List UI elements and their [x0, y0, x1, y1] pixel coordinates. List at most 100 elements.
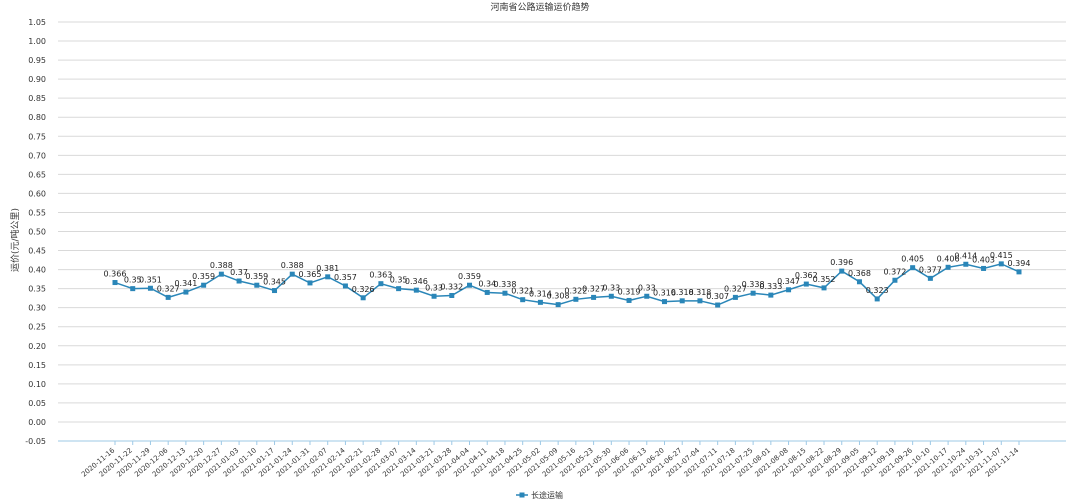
- data-point: [325, 274, 331, 280]
- data-label: 0.403: [972, 255, 995, 264]
- data-point: [821, 285, 827, 291]
- data-label: 0.327: [157, 284, 180, 293]
- data-label: 0.359: [458, 272, 481, 281]
- legend: 长途运输: [516, 490, 563, 500]
- data-label: 0.318: [688, 288, 711, 297]
- data-point: [661, 299, 667, 305]
- data-label: 0.388: [210, 261, 233, 270]
- x-axis-ticks: 2020-11-162020-11-222020-11-292020-12-06…: [80, 441, 1021, 479]
- data-point: [591, 294, 597, 300]
- data-label: 0.35: [390, 276, 408, 285]
- gridlines: [58, 21, 1066, 423]
- data-point: [484, 289, 490, 295]
- data-point: [289, 271, 295, 277]
- data-label: 0.323: [866, 286, 889, 295]
- data-labels: 0.3660.350.3510.3270.3410.3590.3880.370.…: [104, 251, 1031, 301]
- data-label: 0.327: [724, 284, 747, 293]
- y-tick-label: 0.80: [28, 113, 46, 122]
- y-tick-label: 0.50: [28, 228, 46, 237]
- data-label: 0.307: [706, 292, 729, 301]
- data-point: [981, 265, 987, 271]
- data-label: 0.345: [263, 278, 286, 287]
- data-point: [342, 283, 348, 289]
- data-point: [750, 290, 756, 296]
- data-label: 0.377: [919, 265, 942, 274]
- data-point: [236, 278, 242, 284]
- data-label: 0.357: [334, 273, 357, 282]
- data-label: 0.366: [104, 270, 127, 279]
- data-label: 0.359: [245, 272, 268, 281]
- data-point: [254, 282, 260, 288]
- data-point: [945, 264, 951, 270]
- data-label: 0.37: [230, 268, 248, 277]
- data-point: [467, 282, 473, 288]
- data-label: 0.33: [602, 283, 620, 292]
- data-label: 0.359: [192, 272, 215, 281]
- data-label: 0.346: [405, 277, 428, 286]
- data-label: 0.338: [494, 280, 517, 289]
- data-point: [998, 261, 1004, 267]
- data-label: 0.396: [830, 258, 853, 267]
- y-tick-label: 0.30: [28, 304, 46, 313]
- data-label: 0.388: [281, 261, 304, 270]
- data-label: 0.318: [671, 288, 694, 297]
- data-point: [396, 286, 402, 292]
- data-point: [892, 277, 898, 283]
- data-label: 0.352: [813, 275, 836, 284]
- data-label: 0.415: [990, 251, 1013, 260]
- legend-label: 长途运输: [531, 490, 563, 500]
- data-point: [910, 265, 916, 271]
- y-tick-label: -0.05: [25, 437, 46, 446]
- y-tick-label: 0.95: [28, 56, 46, 65]
- y-tick-label: 0.25: [28, 323, 46, 332]
- data-point: [413, 287, 419, 293]
- data-label: 0.319: [618, 287, 641, 296]
- data-point: [431, 293, 437, 299]
- y-tick-label: 0.40: [28, 266, 46, 275]
- y-tick-label: 0.55: [28, 208, 46, 217]
- chart-title: 河南省公路运输运价趋势: [490, 1, 589, 13]
- data-point: [201, 282, 207, 288]
- data-point: [378, 281, 384, 287]
- y-tick-label: 0.75: [28, 132, 46, 141]
- data-label: 0.326: [352, 285, 375, 294]
- data-label: 0.362: [795, 271, 818, 280]
- data-label: 0.405: [901, 255, 924, 264]
- y-tick-label: 1.00: [28, 37, 46, 46]
- data-label: 0.327: [582, 284, 605, 293]
- data-point: [856, 279, 862, 285]
- data-point: [1016, 269, 1022, 275]
- y-tick-label: 0.45: [28, 247, 46, 256]
- data-point: [874, 296, 880, 302]
- y-tick-label: 0.90: [28, 75, 46, 84]
- data-point: [768, 292, 774, 298]
- data-point: [307, 280, 313, 286]
- data-label: 0.394: [1008, 259, 1031, 268]
- y-tick-label: 0.65: [28, 170, 46, 179]
- y-tick-label: 0.20: [28, 342, 46, 351]
- data-label: 0.381: [316, 264, 339, 273]
- y-tick-label: 0.05: [28, 399, 46, 408]
- data-label: 0.338: [742, 280, 765, 289]
- data-point: [555, 302, 561, 308]
- data-point: [573, 296, 579, 302]
- data-point: [697, 298, 703, 304]
- y-tick-label: 0.15: [28, 361, 46, 370]
- data-point: [963, 261, 969, 267]
- data-label: 0.308: [547, 292, 570, 301]
- data-label: 0.351: [139, 275, 162, 284]
- data-label: 0.368: [848, 269, 871, 278]
- data-point: [360, 295, 366, 301]
- data-label: 0.414: [954, 251, 977, 260]
- y-tick-label: 0.60: [28, 189, 46, 198]
- data-label: 0.321: [511, 287, 534, 296]
- y-tick-label: 0.70: [28, 151, 46, 160]
- data-label: 0.316: [653, 289, 676, 298]
- y-axis-label: 运价(元/吨公里): [9, 208, 21, 272]
- data-point: [786, 287, 792, 293]
- data-point: [449, 292, 455, 298]
- data-label: 0.33: [425, 283, 443, 292]
- data-point: [839, 268, 845, 274]
- data-point: [147, 285, 153, 291]
- y-tick-label: 1.05: [28, 18, 46, 27]
